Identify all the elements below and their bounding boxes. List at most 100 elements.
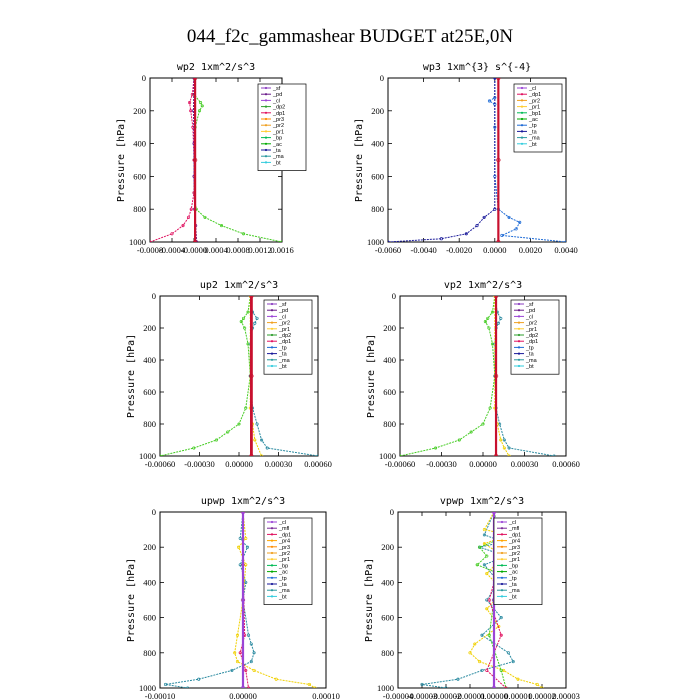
series-marker (496, 157, 501, 163)
series-marker (482, 528, 486, 532)
series-marker (253, 321, 257, 325)
legend-marker (264, 142, 268, 145)
x-tick-label: 0.00030 (265, 459, 293, 469)
legend-marker (264, 105, 268, 108)
series-marker (274, 677, 278, 681)
series-marker (244, 668, 248, 672)
series-marker (502, 438, 506, 442)
y-tick-label: 200 (133, 106, 146, 116)
panel-2: wp3 1xm^{3} s^{-4} Pressure [hPa] 0 200 400 6… (354, 62, 578, 255)
series-marker (518, 220, 522, 224)
legend-marker (270, 358, 274, 361)
legend-marker (517, 340, 521, 343)
series-marker (233, 651, 237, 655)
series-line (249, 296, 263, 456)
series-marker (485, 607, 489, 611)
legend-entry: _ta (508, 582, 518, 588)
legend-entry: _pr1 (508, 557, 520, 563)
series-marker (192, 78, 198, 81)
legend-marker (270, 520, 274, 524)
series-marker (170, 232, 174, 236)
series-marker (499, 633, 503, 637)
y-tick-label: 0 (152, 291, 156, 301)
x-tick-label: -0.00001 (455, 691, 485, 700)
legend-marker (270, 327, 274, 330)
series-marker (246, 686, 251, 688)
legend-marker (517, 352, 521, 355)
x-tick-label: -0.00010 (145, 691, 175, 700)
series-marker (444, 686, 448, 688)
series-marker (504, 686, 508, 688)
legend-entry: _ma (528, 136, 541, 142)
legend-box (510, 299, 560, 375)
series-marker (188, 101, 192, 105)
legend-marker (500, 570, 504, 573)
y-tick-label: 800 (371, 204, 384, 214)
series-marker (186, 215, 191, 219)
series-line (421, 512, 514, 688)
x-tick-label: 0.0000 (483, 245, 506, 255)
series-marker (249, 642, 253, 646)
series-marker (246, 310, 250, 314)
legend-entry: _bt (272, 160, 281, 166)
legend-marker (520, 117, 524, 121)
panel-title: wp2 1xm^2/s^3 (177, 62, 255, 73)
legend-entry: _sf (272, 86, 281, 92)
legend-entry: _cl (508, 520, 516, 526)
legend-entry: _ta (278, 582, 288, 588)
series-marker (457, 438, 461, 442)
panel-title: wp3 1xm^{3} s^{-4} (423, 62, 531, 73)
panels: wp2 1xm^2/s^3 Pressure [hPa] 0 200 400 600 800… (116, 62, 580, 700)
series-marker (487, 99, 492, 103)
series-marker (249, 296, 254, 299)
legend-marker (500, 576, 504, 579)
x-tick-label: -0.0020 (446, 245, 472, 255)
y-tick-label: 600 (143, 613, 156, 623)
legend-entry: _pd (272, 92, 282, 98)
series-marker (516, 677, 520, 681)
legend-entry: _bt (278, 364, 287, 370)
series-marker (163, 682, 168, 687)
legend-marker (270, 539, 274, 542)
series-marker (316, 454, 318, 456)
series-marker (244, 536, 248, 540)
legend-entry: _mfl (508, 526, 519, 532)
x-tick-label: 0.0012 (248, 245, 271, 255)
series-marker (496, 78, 501, 81)
legend-marker (270, 551, 274, 555)
legend-entry: _dp1 (525, 339, 538, 345)
y-tick-label: 0 (152, 507, 156, 517)
series-marker (475, 224, 479, 228)
plot-frame (397, 511, 567, 689)
legend-entry: _ma (508, 588, 521, 594)
panel-3: up2 1xm^2/s^3 Pressure [hPa] 0 200 400 600 800… (126, 280, 332, 469)
legend: _cl_mfl_dp1_pr4_pr3_pr2_pr1_bp_ac_tp_ta_… (263, 517, 313, 605)
series-marker (499, 668, 503, 672)
x-tick-label: 0.00001 (504, 691, 532, 700)
series-marker (507, 454, 511, 456)
y-tick-label: 200 (381, 542, 394, 552)
series-group (388, 78, 566, 242)
series-marker (192, 157, 198, 163)
series-marker (500, 233, 504, 237)
y-tick-label: 800 (143, 419, 156, 429)
legend-entry: _ma (278, 588, 291, 594)
panel-5: upwp 1xm^2/s^3 Pressure [hPa] 0 200 400 600 80… (126, 496, 340, 700)
series-marker (420, 682, 424, 687)
y-tick-label: 800 (143, 648, 156, 658)
y-tick-label: 400 (371, 139, 384, 149)
legend-entry: _bp (508, 563, 518, 569)
series-marker (507, 215, 511, 219)
legend-marker (520, 99, 524, 102)
x-tick-label: 0.00000 (225, 459, 253, 469)
series-marker (244, 406, 248, 410)
series-marker (493, 78, 497, 80)
series-marker (490, 310, 495, 314)
series-marker (239, 320, 243, 324)
legend-marker (500, 527, 504, 530)
legend-marker (500, 595, 504, 598)
legend-marker (520, 124, 524, 127)
legend-marker (270, 346, 274, 349)
series-marker (491, 685, 497, 688)
legend-marker (517, 302, 521, 306)
